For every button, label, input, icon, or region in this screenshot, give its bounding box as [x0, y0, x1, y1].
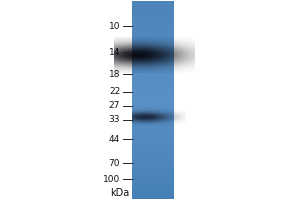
Text: 33: 33 — [109, 115, 120, 124]
Text: 44: 44 — [109, 135, 120, 144]
Text: 70: 70 — [109, 159, 120, 168]
Text: 18: 18 — [109, 70, 120, 79]
Text: 100: 100 — [103, 175, 120, 184]
Text: kDa: kDa — [110, 188, 129, 198]
Text: 10: 10 — [109, 22, 120, 31]
Text: 14: 14 — [109, 48, 120, 57]
Text: 22: 22 — [109, 87, 120, 96]
Text: 27: 27 — [109, 101, 120, 110]
